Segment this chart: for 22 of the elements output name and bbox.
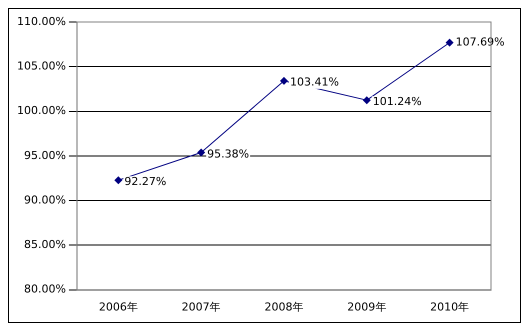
x-tick-label: 2009年 <box>347 300 386 314</box>
point <box>114 176 122 184</box>
y-tick-label: 105.00% <box>16 59 66 72</box>
x-tick-label: 2007年 <box>182 300 221 314</box>
x-tick-label: 2010年 <box>430 300 470 314</box>
data-label: 103.41% <box>290 76 339 89</box>
data-label: 92.27% <box>124 175 166 188</box>
y-tick-label: 110.00% <box>16 14 66 28</box>
y-tick-label: 85.00% <box>24 238 66 252</box>
y-tick-label: 100.00% <box>16 104 66 118</box>
point <box>197 148 206 157</box>
data-label: 107.69% <box>456 35 505 48</box>
x-tick-label: 2006年 <box>98 300 138 314</box>
y-tick-label: 95.00% <box>24 148 66 162</box>
point <box>362 96 371 104</box>
x-tick-label: 2008年 <box>264 300 304 314</box>
y-tick-label: 80.00% <box>24 282 66 296</box>
data-label: 95.38% <box>207 147 250 160</box>
point <box>280 76 288 85</box>
point <box>446 38 454 47</box>
y-tick-label: 90.00% <box>24 193 66 206</box>
data-label: 101.24% <box>372 95 422 108</box>
